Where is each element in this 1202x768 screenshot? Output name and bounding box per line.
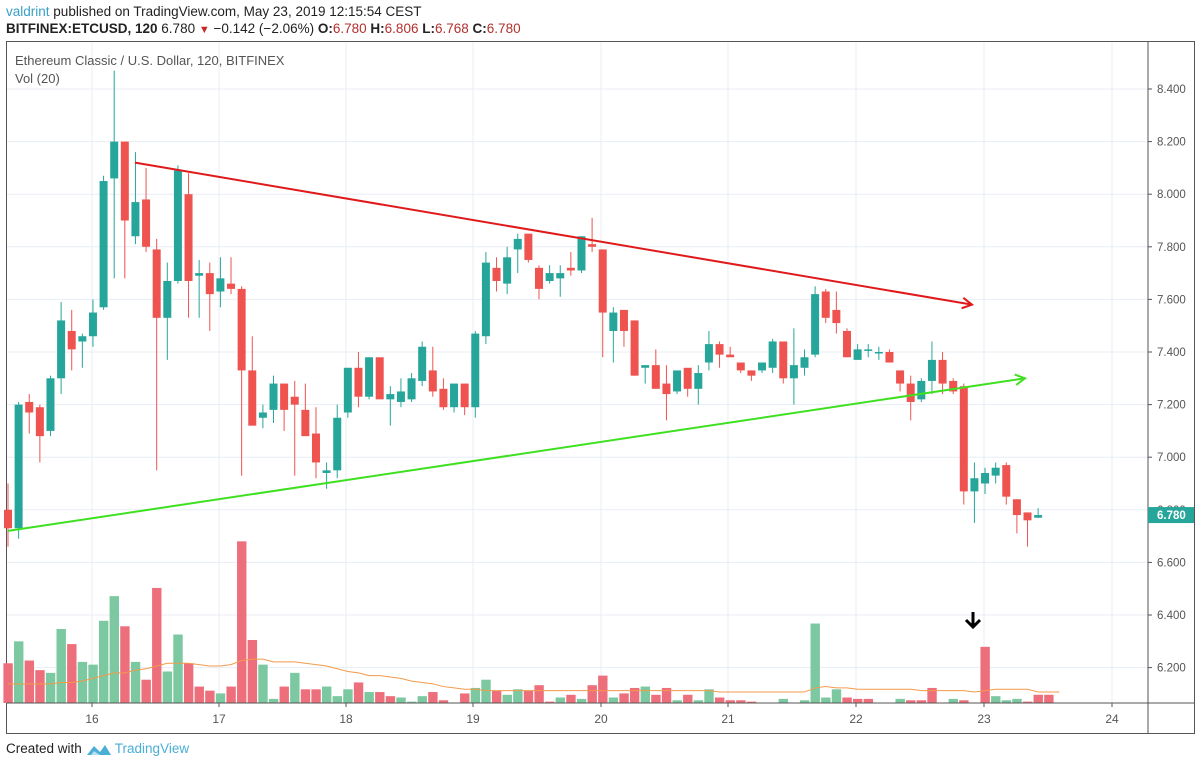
candlesticks [4,70,1043,547]
svg-text:18: 18 [339,712,353,726]
chart-grid [7,42,1148,703]
svg-text:8.200: 8.200 [1157,137,1186,149]
last-price: 6.780 [161,21,196,36]
svg-text:21: 21 [721,712,735,726]
series-title: Ethereum Classic / U.S. Dollar, 120, BIT… [15,53,285,68]
svg-text:7.200: 7.200 [1157,400,1186,412]
volume-bars [3,541,1054,703]
volume-indicator-label[interactable]: Vol (20) [15,71,60,86]
chart-frame[interactable] [6,41,1195,734]
svg-text:6.780: 6.780 [1157,510,1186,522]
tradingview-brand[interactable]: TradingView [86,741,189,756]
footer: Created with TradingView [6,741,189,756]
low-value: 6.768 [434,21,469,36]
svg-text:22: 22 [849,712,863,726]
svg-text:6.400: 6.400 [1157,610,1186,622]
open-value: 6.780 [332,21,367,36]
high-label: H: [370,21,385,36]
chart-legend: Ethereum Classic / U.S. Dollar, 120, BIT… [15,52,284,88]
published-text: published on TradingView.com, May 23, 20… [53,4,422,19]
svg-text:8.000: 8.000 [1157,189,1186,201]
axes: 8.400 8.200 8.000 7.800 7.600 7.400 7.200 7.000… [7,42,1195,734]
down-arrow-marker-icon [964,612,982,630]
trendlines[interactable] [7,161,1028,532]
created-with-text: Created with [6,741,82,756]
high-value: 6.806 [384,21,419,36]
publish-line: valdrint published on TradingView.com, M… [6,4,422,19]
symbol-name: BITFINEX:ETCUSD, 120 [6,21,158,36]
svg-text:19: 19 [466,712,480,726]
volume-ma-line [8,658,1060,693]
symbol-line: BITFINEX:ETCUSD, 120 6.780 ▼ −0.142 (−2.… [6,21,521,36]
tradingview-brand-text: TradingView [114,741,190,756]
down-arrow-icon: ▼ [198,24,210,36]
svg-text:24: 24 [1105,712,1119,726]
svg-text:17: 17 [212,712,226,726]
svg-text:20: 20 [594,712,608,726]
open-label: O: [317,21,333,36]
svg-text:7.600: 7.600 [1157,294,1186,306]
svg-text:8.400: 8.400 [1157,84,1186,96]
svg-text:7.800: 7.800 [1157,242,1186,254]
svg-text:6.600: 6.600 [1157,557,1186,569]
svg-text:7.000: 7.000 [1157,452,1186,464]
svg-text:23: 23 [977,712,991,726]
author-link[interactable]: valdrint [6,4,50,19]
close-label: C: [472,21,487,36]
svg-text:6.200: 6.200 [1157,663,1186,675]
tradingview-logo-icon [86,744,111,755]
svg-text:7.400: 7.400 [1157,347,1186,359]
low-label: L: [422,21,435,36]
svg-text:16: 16 [85,712,99,726]
price-change: −0.142 (−2.06%) [213,21,315,36]
close-value: 6.780 [486,21,521,36]
